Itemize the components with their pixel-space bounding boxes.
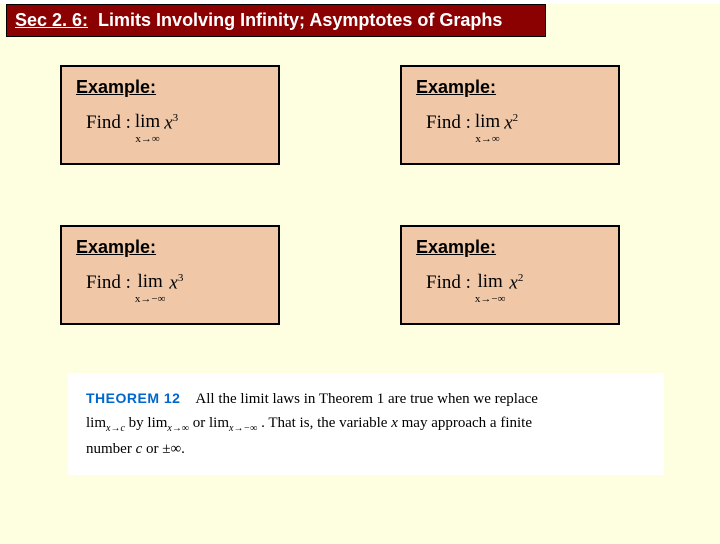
example-math: Find : lim x→−∞ x2	[416, 272, 604, 305]
find-text: Find :	[86, 272, 131, 294]
function: x2	[504, 112, 518, 134]
limit-block: lim x→−∞	[475, 272, 506, 305]
example-label: Example:	[76, 237, 264, 258]
theorem-text-1d: . That is, the variable	[261, 415, 391, 431]
find-text: Find :	[426, 112, 471, 134]
example-row-1: Example: Find : lim x→∞ x3 Example: Find…	[0, 65, 720, 165]
theorem-lim-inf: limx→∞	[147, 415, 189, 431]
lim-sub: x→−∞	[475, 293, 506, 305]
exp: 2	[513, 112, 519, 124]
exp: 3	[173, 112, 179, 124]
example-label: Example:	[416, 77, 604, 98]
var: x	[509, 272, 517, 293]
limit-block: lim x→∞	[475, 112, 500, 145]
theorem-text-1e: may approach a finite	[398, 415, 532, 431]
theorem-lim-c: limx→c	[86, 415, 125, 431]
title-bar: Sec 2. 6: Limits Involving Infinity; Asy…	[6, 4, 546, 37]
lim-word: lim	[475, 112, 500, 131]
example-label: Example:	[416, 237, 604, 258]
lim-word: lim	[135, 112, 160, 131]
example-math: Find : lim x→∞ x3	[76, 112, 264, 145]
theorem-text-2a: number	[86, 441, 136, 457]
exp: 2	[518, 272, 524, 284]
var: x	[164, 112, 172, 133]
lim-sub: x→∞	[475, 133, 500, 145]
theorem-lim-ninf: limx→−∞	[209, 415, 257, 431]
limit-block: lim x→∞	[135, 112, 160, 145]
lim-word: lim	[135, 272, 166, 291]
lim-sub: x→−∞	[135, 293, 166, 305]
theorem-varx: x	[391, 415, 398, 431]
find-text: Find :	[426, 272, 471, 294]
section-number: Sec 2. 6:	[15, 10, 88, 30]
example-box-2: Example: Find : lim x→∞ x2	[400, 65, 620, 165]
slide: Sec 2. 6: Limits Involving Infinity; Asy…	[0, 4, 720, 544]
example-label: Example:	[76, 77, 264, 98]
lim-word: lim	[475, 272, 506, 291]
function: x2	[509, 272, 523, 294]
function: x3	[164, 112, 178, 134]
example-box-3: Example: Find : lim x→−∞ x3	[60, 225, 280, 325]
theorem-text-1b: by	[129, 415, 148, 431]
example-box-4: Example: Find : lim x→−∞ x2	[400, 225, 620, 325]
find-text: Find :	[86, 112, 131, 134]
limit-block: lim x→−∞	[135, 272, 166, 305]
theorem-text-1a: All the limit laws in Theorem 1 are true…	[195, 391, 538, 407]
example-math: Find : lim x→−∞ x3	[76, 272, 264, 305]
function: x3	[169, 272, 183, 294]
example-row-2: Example: Find : lim x→−∞ x3 Example: Fin…	[0, 225, 720, 325]
var: x	[504, 112, 512, 133]
theorem-box: THEOREM 12 All the limit laws in Theorem…	[68, 373, 664, 475]
example-math: Find : lim x→∞ x2	[416, 112, 604, 145]
example-box-1: Example: Find : lim x→∞ x3	[60, 65, 280, 165]
title-text: Limits Involving Infinity; Asymptotes of…	[88, 10, 502, 30]
theorem-text-1c: or	[193, 415, 209, 431]
lim-sub: x→∞	[135, 133, 160, 145]
exp: 3	[178, 272, 184, 284]
var: x	[169, 272, 177, 293]
theorem-head: THEOREM 12	[86, 390, 180, 406]
theorem-text-2b: or ±∞.	[142, 441, 185, 457]
